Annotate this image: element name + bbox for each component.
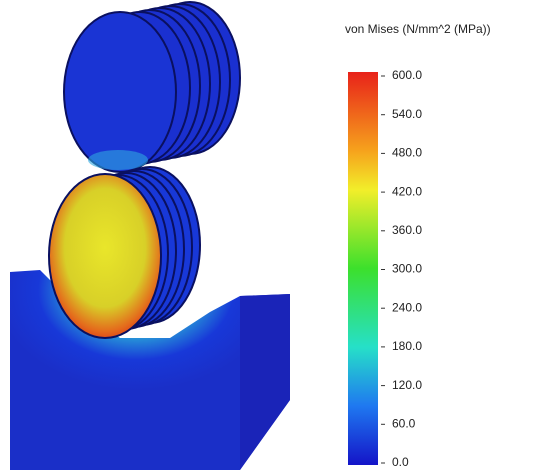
legend-label: 300.0 [392,262,422,276]
legend-labels: 600.0 540.0 480.0 420.0 360.0 300.0 240.0 180.0… [381,68,422,469]
legend-title: von Mises (N/mm^2 (MPa)) [345,22,491,36]
legend-label: 120.0 [392,378,422,392]
screen: von Mises (N/mm^2 (MPa)) 600.0 540.0 480.0… [0,0,541,474]
legend-label: 180.0 [392,339,422,353]
legend-label: 0.0 [392,455,409,469]
legend-label: 360.0 [392,223,422,237]
block-side [240,294,290,470]
lower-roller-face [49,174,161,338]
model [10,2,290,470]
legend-label: 600.0 [392,68,422,82]
legend-label: 240.0 [392,300,422,314]
legend-label: 480.0 [392,146,422,160]
contact-zone [88,150,148,170]
legend-label: 540.0 [392,107,422,121]
color-bar [348,72,378,465]
legend-label: 60.0 [392,416,416,430]
legend-label: 420.0 [392,184,422,198]
upper-roller-face [64,12,176,172]
